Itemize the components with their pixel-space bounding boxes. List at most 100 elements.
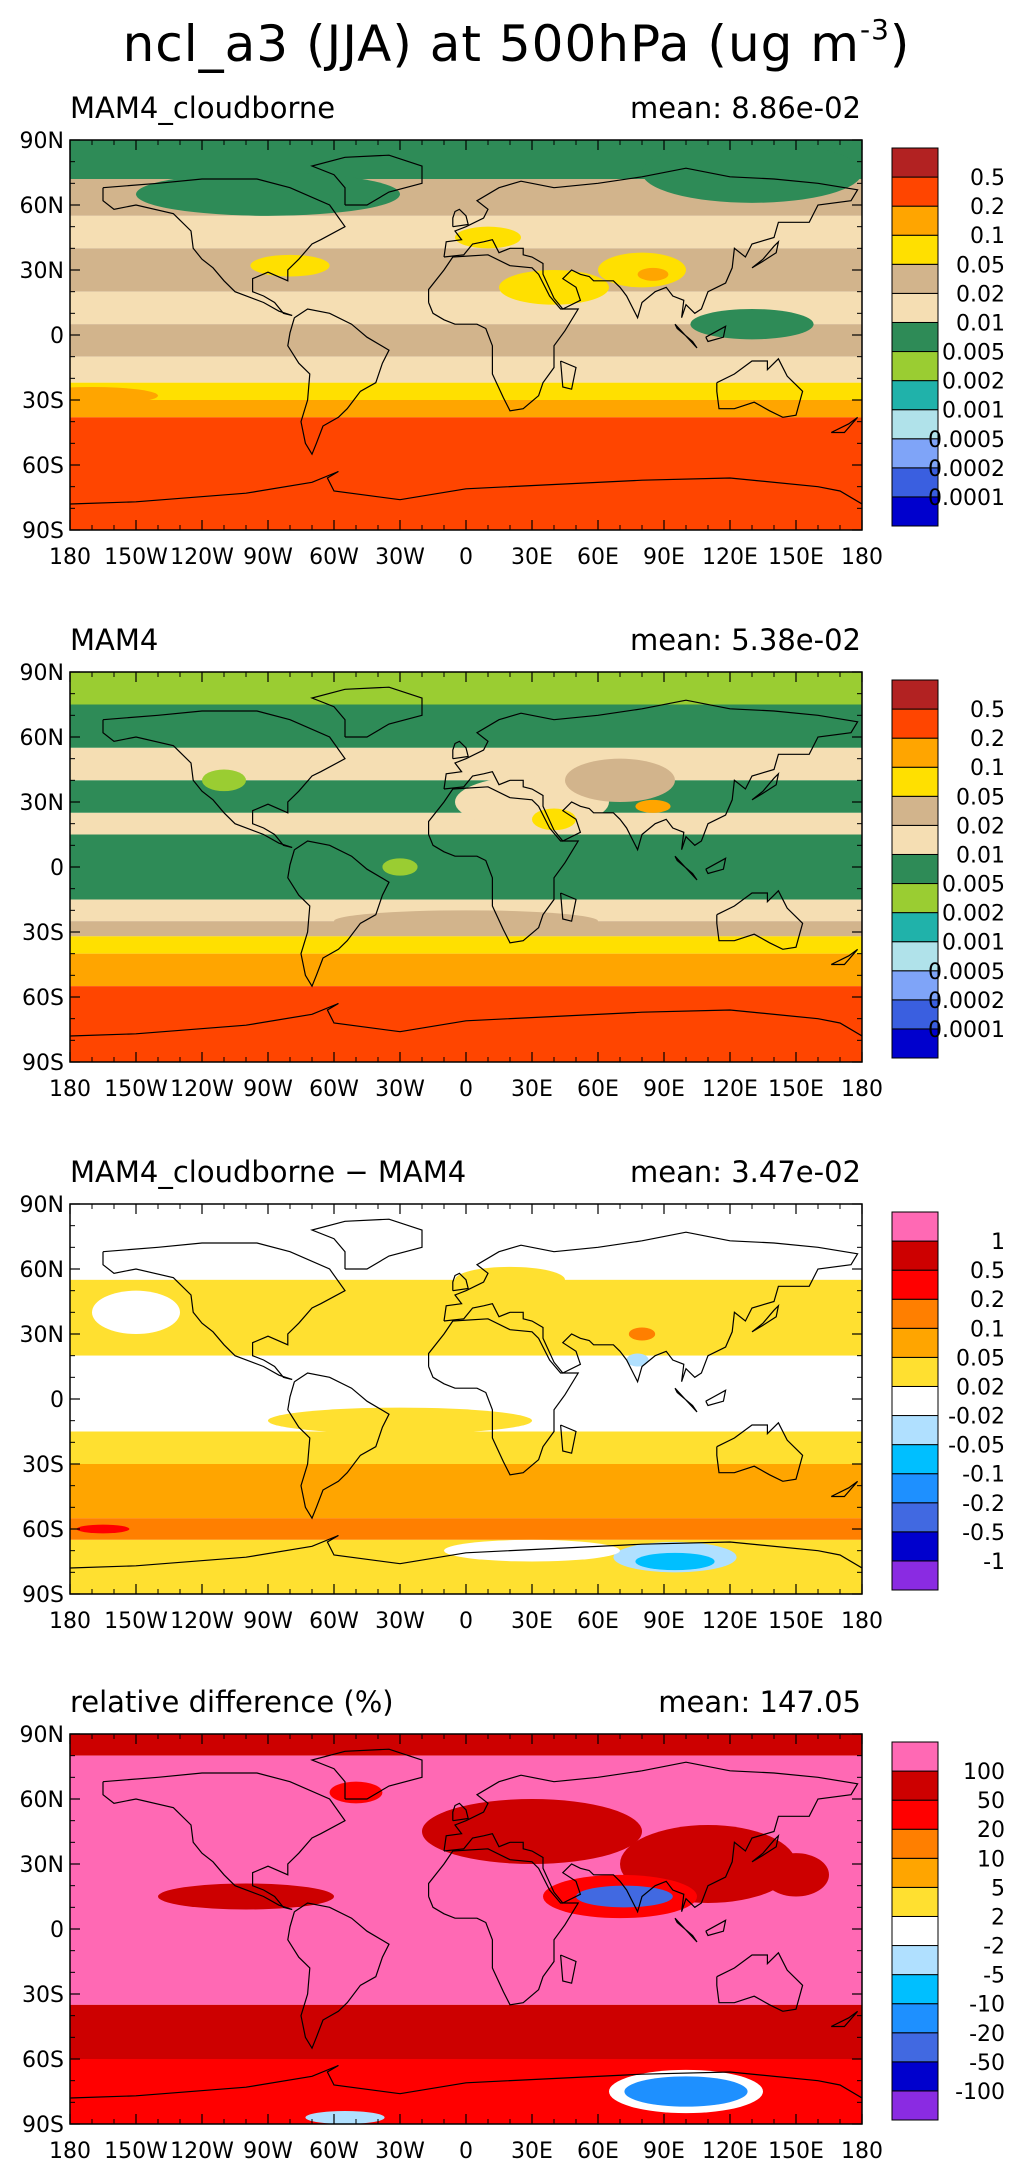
lon-tick-label: 30E — [511, 1077, 553, 1102]
coastline — [443, 1761, 859, 1914]
panel-cloudborne: MAM4_cloudborne mean: 8.86e-02 90N 60N 30N… — [0, 90, 1033, 590]
colorbar-label: 10 — [977, 1847, 1005, 1872]
colorbar-label: 0.1 — [970, 756, 1005, 781]
lon-tick-label: 90W — [243, 545, 293, 570]
contour-band — [70, 953, 862, 987]
coastline — [705, 1919, 727, 1937]
title-superscript: -3 — [859, 13, 890, 46]
colorbar-swatch — [891, 1240, 939, 1271]
coastline — [674, 1387, 698, 1413]
coastline — [751, 239, 780, 269]
coastline — [830, 948, 859, 966]
coastline — [452, 1272, 469, 1292]
coastline — [70, 2064, 862, 2099]
colorbar: 0.0001 0.0002 0.0005 0.001 0.002 0.005 0.01 0.0… — [891, 147, 1005, 527]
coastline — [560, 1424, 577, 1454]
coastline — [705, 1389, 727, 1407]
contour-patch — [642, 142, 862, 203]
contour-band — [70, 1518, 862, 1540]
lon-tick-label: 0 — [459, 2139, 473, 2164]
panel-mean: mean: 3.47e-02 — [629, 1155, 861, 1189]
coastline — [716, 357, 804, 418]
colorbar-swatch — [891, 2061, 939, 2092]
coastline — [751, 1303, 780, 1333]
colorbar-label: -0.05 — [948, 1434, 1005, 1459]
colorbar-swatch — [891, 912, 939, 943]
colorbar-label: 0.001 — [942, 399, 1005, 424]
colorbar-swatch — [891, 1415, 939, 1446]
colorbar-label: 0.0002 — [928, 989, 1005, 1014]
coastline — [102, 1242, 346, 1381]
coastline — [102, 1772, 346, 1911]
coastline — [310, 1748, 423, 1800]
colorbar-label: 2 — [991, 1905, 1005, 1930]
lon-tick-label: 60E — [577, 2139, 619, 2164]
colorbar-swatch — [891, 176, 939, 207]
colorbar-label: 0.2 — [970, 195, 1005, 220]
lon-tick-label: 90E — [643, 2139, 685, 2164]
colorbar-label: 0.5 — [970, 166, 1005, 191]
coastline — [443, 167, 859, 320]
colorbar: -100 -50 -20 -10 -5 -2 2 5 10 20 50 100 — [891, 1741, 1005, 2121]
colorbar-label: 0.0005 — [928, 428, 1005, 453]
colorbar-swatch — [891, 1915, 939, 1947]
contour-patch — [455, 226, 521, 249]
colorbar-swatch — [891, 438, 939, 469]
lon-tick-label: 120W — [170, 2139, 234, 2164]
lon-tick-label: 150W — [104, 1077, 168, 1102]
colorbar-swatch — [891, 234, 939, 265]
lon-tick-label: 90E — [643, 1077, 685, 1102]
colorbar-label: 0.0001 — [928, 486, 1005, 511]
colorbar-swatch — [891, 1502, 939, 1533]
contour-band — [70, 382, 862, 400]
lon-tick-label: 30E — [511, 545, 553, 570]
lat-tick-label: 30S — [22, 1983, 64, 2008]
contour-patch — [763, 1853, 829, 1897]
coastline — [674, 855, 698, 881]
colorbar-swatch — [891, 1741, 939, 1772]
coastline — [102, 178, 346, 317]
coastline — [287, 1372, 390, 1520]
lon-tick-label: 180 — [49, 2139, 91, 2164]
coastline — [428, 786, 580, 944]
lon-tick-label: 180 — [49, 1077, 91, 1102]
contour-band — [70, 356, 862, 383]
colorbar-swatch — [891, 1974, 939, 2005]
lon-tick-label: 180 — [841, 1077, 883, 1102]
coastline — [443, 699, 859, 852]
colorbar-swatch — [891, 766, 939, 797]
lon-tick-label: 60E — [577, 1609, 619, 1634]
coastline — [716, 1421, 804, 1482]
colorbar-swatch — [891, 1945, 939, 1976]
contour-patch — [158, 1883, 334, 1910]
contour-patch — [268, 1407, 532, 1434]
coastline — [428, 1848, 580, 2006]
coastline — [452, 208, 469, 228]
colorbar-label: 0.01 — [956, 843, 1005, 868]
contour-patch — [635, 1552, 715, 1571]
map-area — [70, 672, 862, 1062]
colorbar-swatch — [891, 853, 939, 885]
lat-tick-label: 90N — [20, 1723, 64, 1748]
coastline — [70, 1002, 862, 1037]
colorbar-swatch — [891, 205, 939, 236]
contour-band — [70, 2004, 862, 2059]
coastline — [751, 771, 780, 801]
lon-tick-label: 150E — [768, 1609, 824, 1634]
lon-tick-label: 60E — [577, 1077, 619, 1102]
lat-tick-label: 30S — [22, 389, 64, 414]
contour-band — [70, 1279, 862, 1356]
contour-patch — [70, 387, 158, 405]
colorbar-swatch — [891, 1828, 939, 1859]
title-prefix: ncl_a3 (JJA) at 500hPa (ug m — [122, 15, 860, 73]
coastline — [287, 308, 390, 456]
lon-tick-label: 120W — [170, 1077, 234, 1102]
contour-band — [70, 986, 862, 1062]
contour-band — [70, 704, 862, 748]
lat-tick-label: 0 — [50, 324, 64, 349]
colorbar-label: -100 — [955, 2080, 1005, 2105]
lon-tick-label: 90W — [243, 1077, 293, 1102]
lon-tick-label: 180 — [841, 545, 883, 570]
colorbar-label: -10 — [969, 1993, 1005, 2018]
